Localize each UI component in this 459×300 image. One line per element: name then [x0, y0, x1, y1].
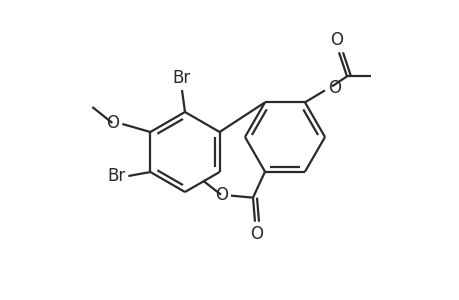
- Text: Br: Br: [107, 167, 125, 185]
- Text: O: O: [250, 225, 263, 243]
- Text: O: O: [214, 186, 228, 204]
- Text: Br: Br: [173, 69, 190, 87]
- Text: O: O: [327, 80, 340, 98]
- Text: O: O: [330, 32, 343, 50]
- Text: O: O: [106, 114, 119, 132]
